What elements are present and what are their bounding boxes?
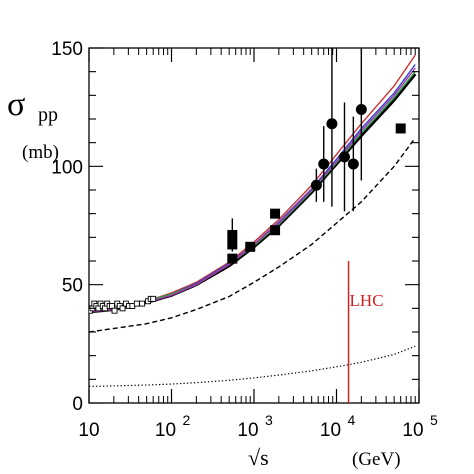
x-axis-unit: (GeV) [352, 449, 401, 470]
filled-square-point [227, 229, 238, 240]
filled-circle-point [338, 151, 350, 163]
lhc-label: LHC [350, 291, 384, 310]
y-tick-label: 0 [72, 394, 83, 415]
data-points-layer [89, 48, 406, 314]
tick-labels-layer: 0 50 100 150 10 10 2 10 3 10 4 10 5 [51, 39, 438, 441]
plot-frame [88, 47, 420, 404]
series-line-dotted-6 [89, 345, 416, 388]
x-tick-label: 10 [320, 420, 341, 441]
y-tick-label: 150 [51, 39, 83, 60]
y-axis-symbol: σ [7, 86, 25, 123]
filled-square-point [270, 208, 281, 219]
x-tick-label: 10 [155, 420, 176, 441]
x-tick-exponent: 3 [265, 412, 273, 428]
filled-square-point [395, 123, 406, 134]
filled-circle-point [355, 104, 367, 116]
filled-circle-point [326, 118, 338, 130]
ticks-layer [88, 47, 420, 404]
y-tick-label: 50 [62, 276, 83, 297]
open-square-point [101, 305, 108, 312]
curves-layer [89, 54, 417, 388]
series-line-solid-2 [89, 64, 416, 313]
open-square-point [119, 305, 126, 312]
x-axis-symbol: √s [248, 445, 269, 470]
open-square-point [139, 300, 146, 307]
x-tick-exponent: 5 [430, 412, 438, 428]
series-line-solid-4 [89, 67, 416, 313]
x-tick-exponent: 2 [183, 412, 191, 428]
filled-circle-point [318, 158, 330, 170]
y-axis-subscript: pp [38, 104, 58, 126]
x-tick-exponent: 4 [348, 412, 356, 428]
filled-square-point [245, 241, 256, 252]
open-square-point [111, 307, 118, 314]
x-tick-label: 10 [237, 420, 258, 441]
y-axis-unit: (mb) [22, 142, 59, 163]
series-line-dashed-5 [89, 137, 416, 333]
x-tick-label: 10 [78, 420, 99, 441]
series-line-solid-1 [89, 54, 416, 313]
open-square-point [150, 295, 157, 302]
y-tick-label: 100 [51, 157, 83, 178]
filled-square-point [227, 253, 238, 264]
filled-circle-point [347, 158, 359, 170]
open-square-point [133, 300, 140, 307]
filled-square-point [270, 225, 281, 236]
lhc-annotation: LHC [347, 261, 384, 403]
open-square-point [109, 303, 115, 309]
x-tick-label: 10 [402, 420, 423, 441]
filled-circle-point [310, 179, 322, 191]
